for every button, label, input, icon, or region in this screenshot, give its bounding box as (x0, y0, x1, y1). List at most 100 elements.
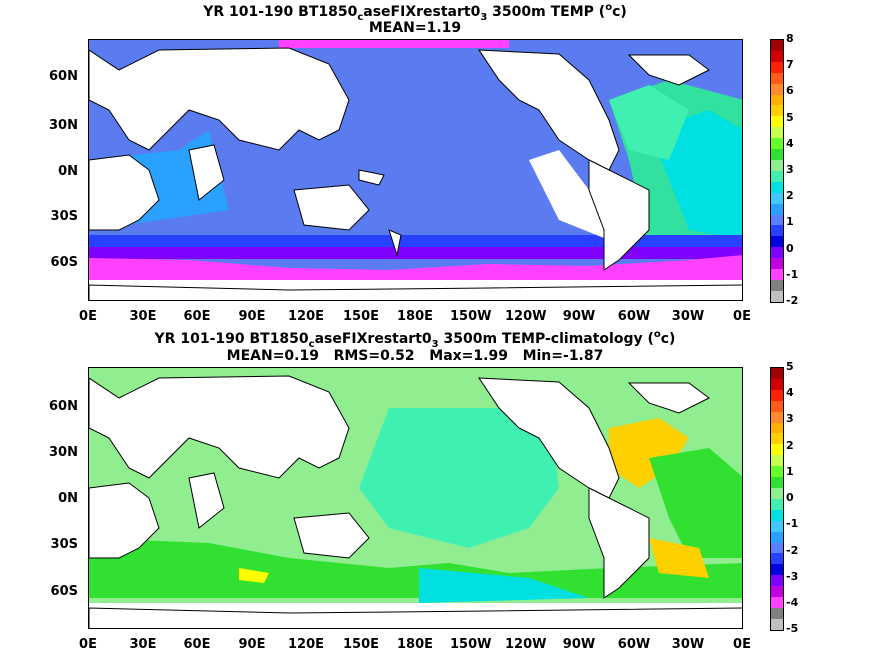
lon-label: 120W (505, 309, 547, 324)
lon-label: 150W (450, 637, 492, 652)
lat-label: 60S (50, 255, 78, 270)
colorbar-segment (771, 50, 783, 62)
panel2-map (88, 367, 743, 629)
colorbar-segment (771, 455, 783, 467)
panel1-title: YR 101-190 BT1850caseFIXrestart03 3500m … (203, 2, 627, 23)
lat-label: 0N (58, 164, 78, 179)
colorbar-segment (771, 542, 783, 554)
colorbar-label: -3 (786, 570, 799, 583)
colorbar-segment (771, 466, 783, 478)
colorbar-segment (771, 203, 783, 215)
colorbar-segment (771, 192, 783, 204)
lat-label: 30N (49, 118, 78, 133)
lon-label: 60W (617, 637, 651, 652)
lat-label: 30S (50, 209, 78, 224)
lon-label: 0E (733, 309, 751, 324)
colorbar-segment (771, 225, 783, 237)
lon-label: 90W (562, 309, 596, 324)
lat-label: 30S (50, 537, 78, 552)
colorbar-segment (771, 411, 783, 423)
colorbar-segment (771, 444, 783, 456)
colorbar-segment (771, 400, 783, 412)
colorbar-label: 1 (786, 215, 794, 228)
colorbar-segment (771, 236, 783, 248)
colorbar-segment (771, 509, 783, 521)
lon-label: 150E (342, 309, 380, 324)
colorbar-label: -2 (786, 294, 799, 307)
colorbar-segment (771, 247, 783, 259)
lon-label: 0E (79, 637, 97, 652)
colorbar-label: 6 (786, 84, 794, 97)
lon-label: 90E (238, 637, 266, 652)
colorbar-label: 8 (786, 32, 794, 45)
colorbar-segment (771, 138, 783, 150)
lon-label: 180E (396, 637, 434, 652)
colorbar-segment (771, 520, 783, 532)
colorbar-segment (771, 618, 783, 630)
colorbar-label: 0 (786, 491, 794, 504)
colorbar-segment (771, 40, 783, 51)
colorbar-segment (771, 279, 783, 291)
lon-label: 60E (183, 637, 211, 652)
colorbar-segment (771, 477, 783, 488)
colorbar-segment (771, 83, 783, 95)
colorbar-segment (771, 170, 783, 182)
colorbar-label: -4 (786, 596, 799, 609)
panel2-stats: MEAN=0.19 RMS=0.52 Max=1.99 Min=-1.87 (226, 348, 604, 364)
lat-label: 60S (50, 584, 78, 599)
colorbar-label: 5 (786, 360, 794, 373)
colorbar-label: -5 (786, 622, 799, 635)
colorbar-label: 4 (786, 137, 794, 150)
panel1-stats: MEAN=1.19 (368, 20, 462, 36)
colorbar-label: -2 (786, 544, 799, 557)
colorbar-label: 1 (786, 465, 794, 478)
lon-label: 180E (396, 309, 434, 324)
colorbar-segment (771, 290, 783, 302)
colorbar-label: 5 (786, 111, 794, 124)
lon-label: 30E (129, 637, 157, 652)
colorbar-label: 2 (786, 439, 794, 452)
lat-label: 30N (49, 445, 78, 460)
colorbar-segment (771, 531, 783, 543)
colorbar-segment (771, 127, 783, 139)
colorbar-segment (771, 498, 783, 510)
lon-label: 60W (617, 309, 651, 324)
colorbar-segment (771, 378, 783, 390)
lon-label: 30W (671, 637, 705, 652)
lon-label: 150E (342, 637, 380, 652)
colorbar-segment (771, 258, 783, 270)
colorbar-segment (771, 368, 783, 379)
lon-label: 30W (671, 309, 705, 324)
lat-label: 60N (49, 399, 78, 414)
lon-label: 150W (450, 309, 492, 324)
colorbar-segment (771, 159, 783, 171)
panel1-colorbar (770, 39, 784, 303)
colorbar-segment (771, 597, 783, 608)
lon-label: 0E (733, 637, 751, 652)
panel2-colorbar (770, 367, 784, 631)
lon-label: 30E (129, 309, 157, 324)
colorbar-segment (771, 61, 783, 73)
colorbar-segment (771, 149, 783, 160)
panel2-title: YR 101-190 BT1850caseFIXrestart03 3500m … (154, 329, 676, 350)
colorbar-segment (771, 564, 783, 576)
colorbar-segment (771, 607, 783, 619)
lon-label: 120W (505, 637, 547, 652)
lon-label: 120E (287, 637, 325, 652)
lon-label: 90E (238, 309, 266, 324)
colorbar-label: 4 (786, 386, 794, 399)
colorbar-label: 2 (786, 189, 794, 202)
colorbar-segment (771, 105, 783, 117)
lon-label: 0E (79, 309, 97, 324)
colorbar-segment (771, 586, 783, 598)
colorbar-segment (771, 72, 783, 84)
colorbar-segment (771, 181, 783, 193)
colorbar-label: 7 (786, 58, 794, 71)
colorbar-segment (771, 269, 783, 280)
colorbar-label: 0 (786, 242, 794, 255)
colorbar-segment (771, 433, 783, 445)
colorbar-segment (771, 553, 783, 565)
colorbar-label: 3 (786, 412, 794, 425)
lat-label: 0N (58, 491, 78, 506)
colorbar-segment (771, 389, 783, 401)
